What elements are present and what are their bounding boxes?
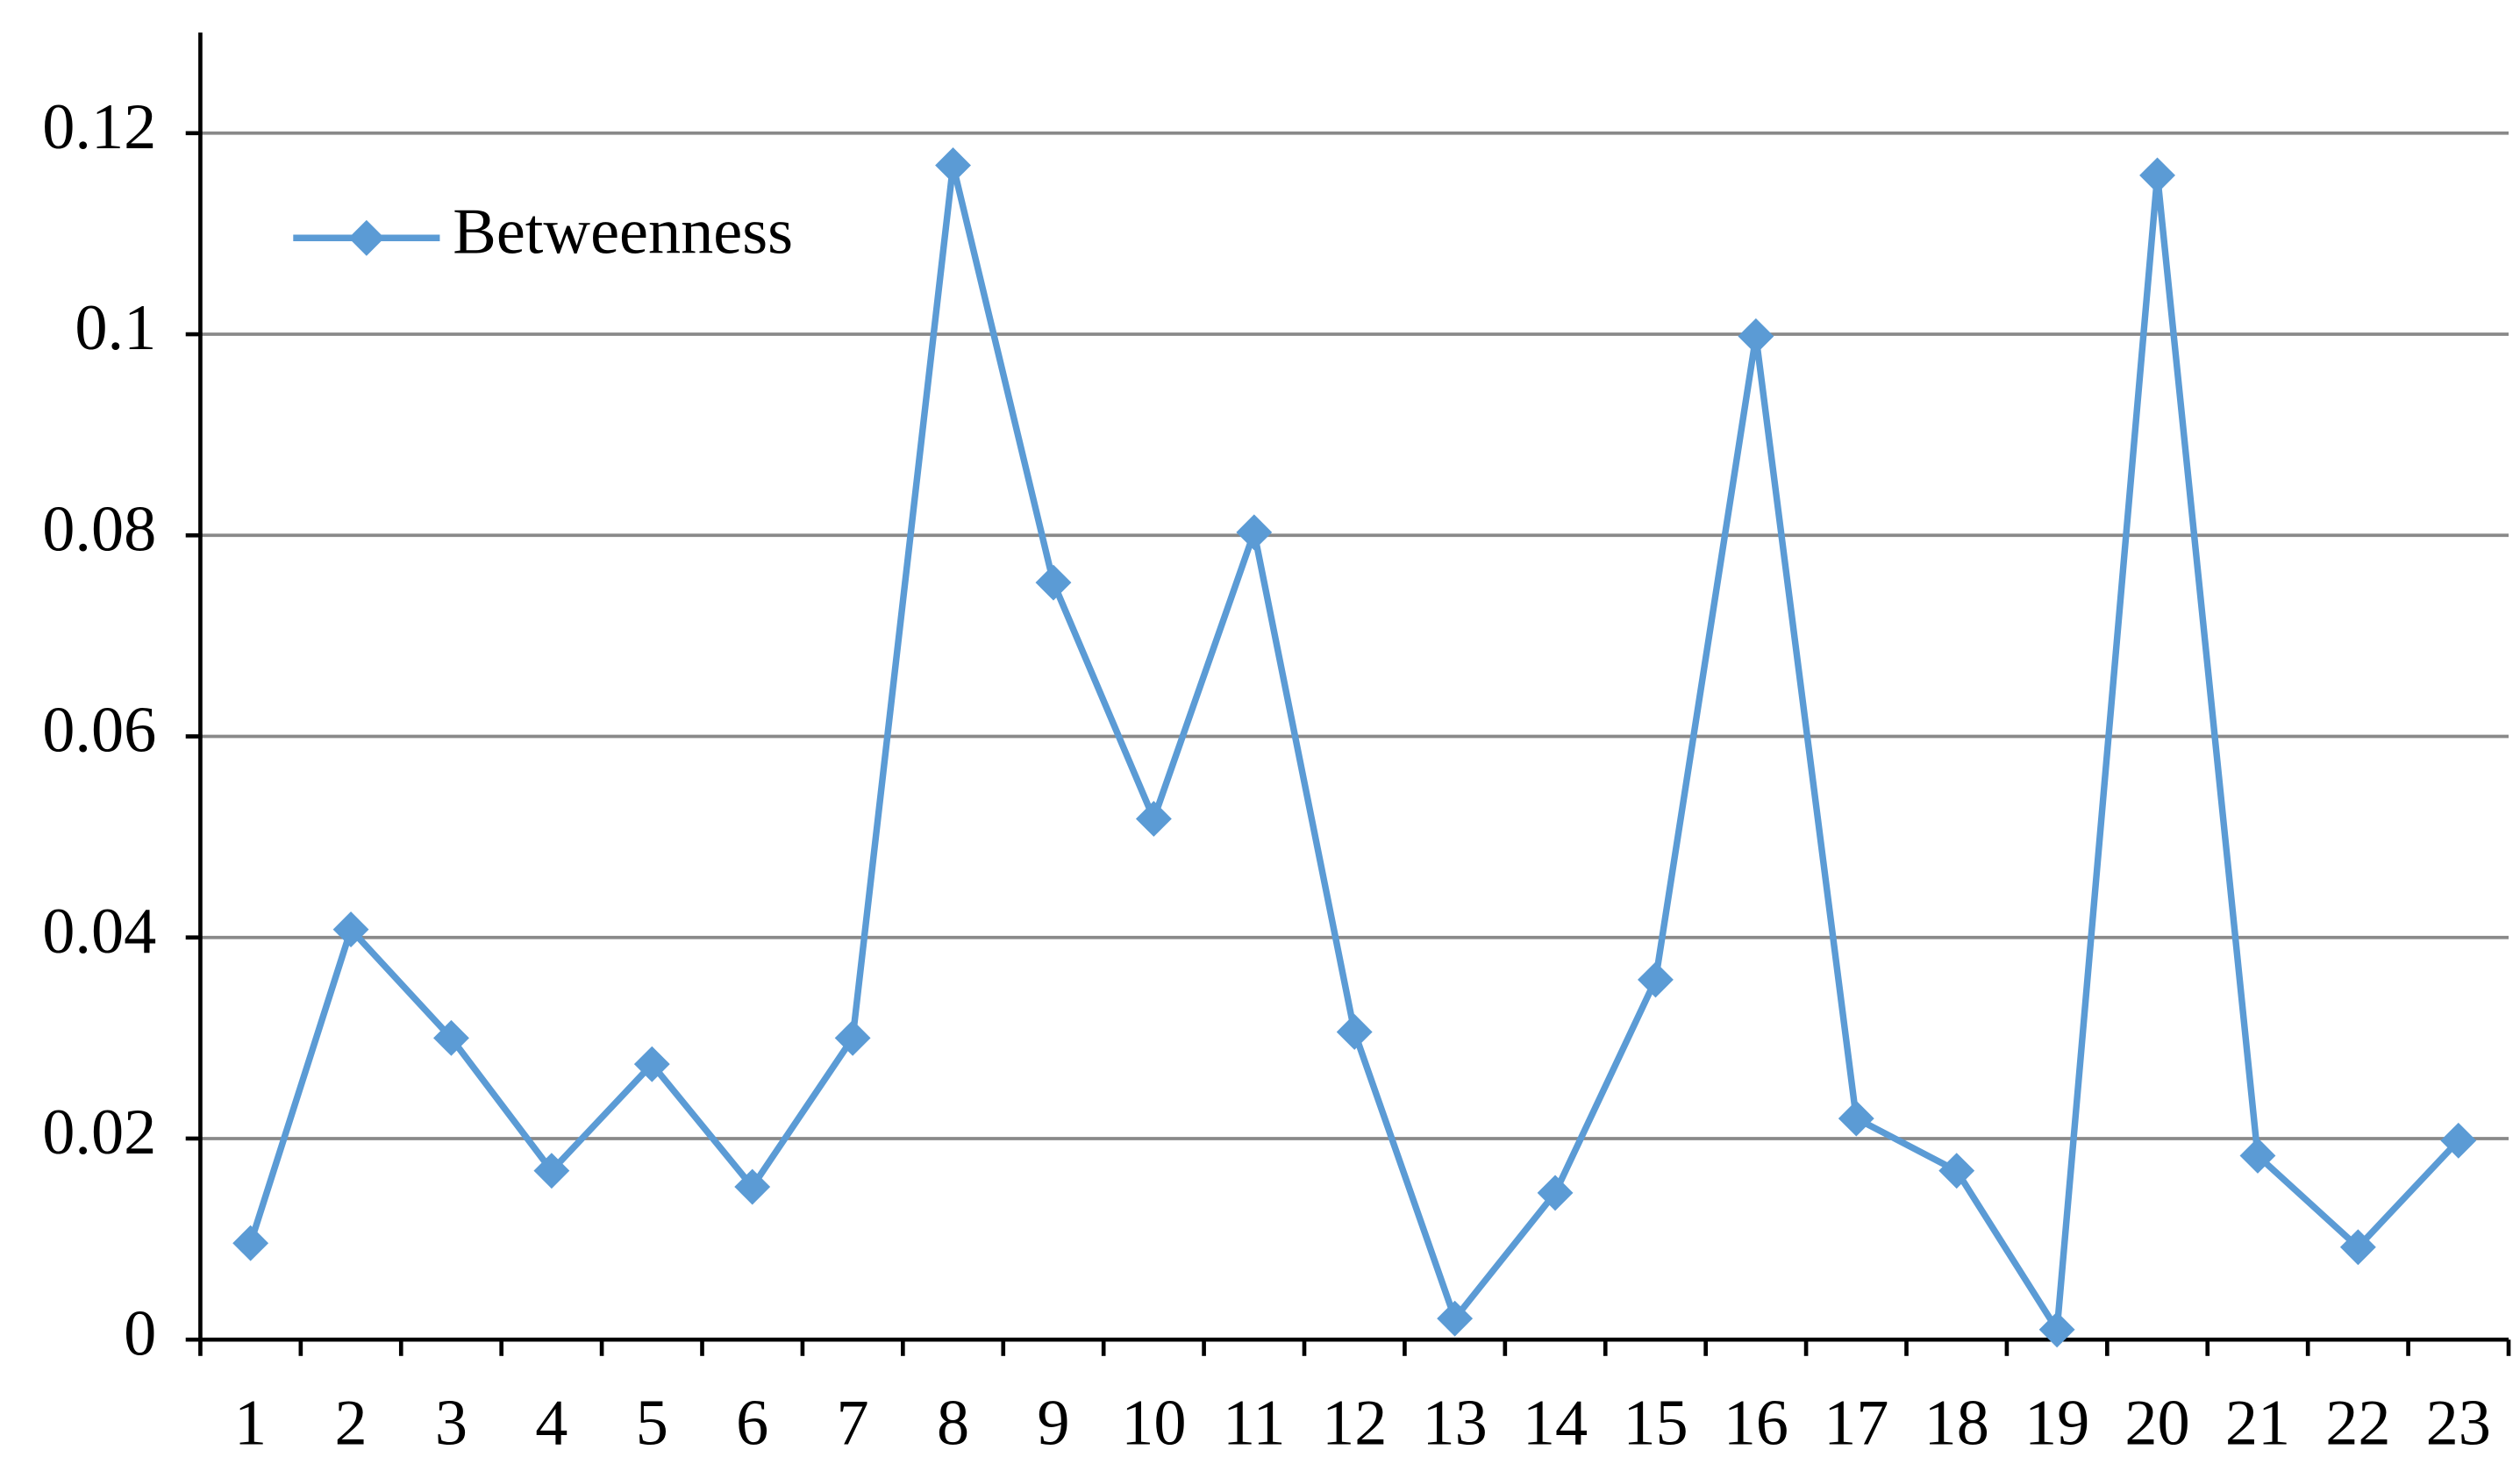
- data-point: [834, 1019, 871, 1056]
- data-point: [1236, 514, 1273, 551]
- x-tick-label: 15: [1623, 1387, 1688, 1457]
- data-point: [1336, 1014, 1373, 1050]
- y-tick-label: 0: [124, 1297, 156, 1369]
- x-tick-label: 1: [234, 1387, 267, 1457]
- x-tick-label: 14: [1523, 1387, 1588, 1457]
- data-point: [1437, 1300, 1474, 1337]
- data-point: [232, 1225, 269, 1261]
- x-tick-label: 11: [1223, 1387, 1286, 1457]
- x-tick-label: 23: [2426, 1387, 2491, 1457]
- legend-label: Betweenness: [453, 196, 793, 268]
- x-tick-label: 7: [837, 1387, 869, 1457]
- legend-marker: [348, 219, 385, 256]
- data-point: [2339, 1229, 2376, 1266]
- x-tick-label: 8: [937, 1387, 969, 1457]
- x-tick-label: 19: [2024, 1387, 2089, 1457]
- series-line: [247, 161, 2461, 1333]
- data-point: [1135, 801, 1172, 837]
- data-point: [1638, 961, 1674, 998]
- x-tick-label: 2: [334, 1387, 367, 1457]
- data-point: [433, 1019, 469, 1056]
- x-tick-label: 22: [2325, 1387, 2390, 1457]
- data-point: [533, 1153, 570, 1189]
- data-point: [1738, 318, 1774, 354]
- data-point: [935, 147, 971, 183]
- y-tick-label: 0.04: [42, 896, 156, 968]
- x-tick-label: 18: [1924, 1387, 1989, 1457]
- x-tick-label: 13: [1422, 1387, 1487, 1457]
- data-point: [1035, 564, 1072, 601]
- x-tick-label: 6: [736, 1387, 768, 1457]
- x-tick-label: 3: [435, 1387, 468, 1457]
- x-tick-label: 17: [1824, 1387, 1888, 1457]
- x-tick-label: 20: [2124, 1387, 2189, 1457]
- y-tick-label: 0.06: [42, 695, 156, 767]
- data-point: [2239, 1138, 2276, 1174]
- x-tick-label: 9: [1037, 1387, 1069, 1457]
- y-tick-label: 0.12: [42, 91, 156, 163]
- x-tick-label: 5: [636, 1387, 668, 1457]
- data-point: [633, 1046, 670, 1082]
- y-tick-label: 0.08: [42, 493, 156, 565]
- x-tick-label: 16: [1724, 1387, 1788, 1457]
- x-tick-label: 12: [1322, 1387, 1387, 1457]
- data-point: [2440, 1122, 2477, 1159]
- data-point: [1938, 1153, 1975, 1189]
- data-point: [734, 1168, 771, 1205]
- data-point: [2139, 157, 2175, 194]
- data-point: [2038, 1311, 2075, 1348]
- y-tick-label: 0.02: [42, 1096, 156, 1168]
- x-tick-label: 10: [1121, 1387, 1186, 1457]
- y-tick-label: 0.1: [75, 292, 156, 364]
- data-point: [1838, 1100, 1874, 1137]
- x-tick-label: 4: [535, 1387, 568, 1457]
- x-tick-label: 21: [2225, 1387, 2290, 1457]
